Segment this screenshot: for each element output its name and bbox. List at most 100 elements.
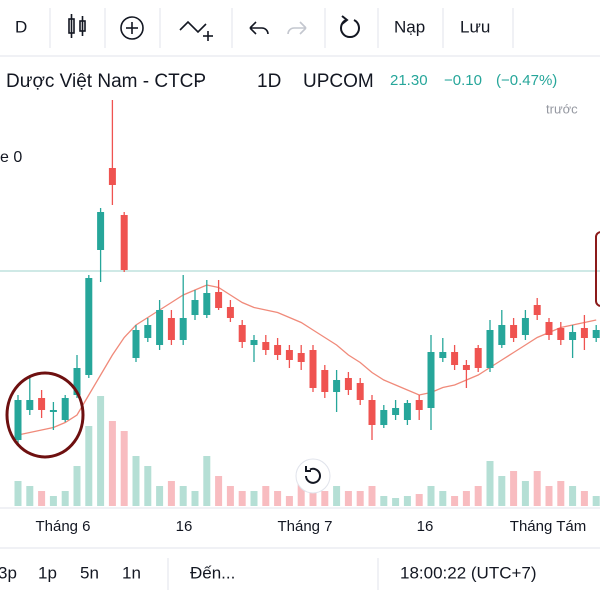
candle-body bbox=[321, 370, 329, 392]
header-interval: 1D bbox=[257, 71, 281, 92]
volume-bar bbox=[262, 486, 270, 506]
volume-bar bbox=[285, 496, 293, 506]
candle-body bbox=[356, 383, 364, 400]
undo-icon[interactable] bbox=[249, 21, 269, 35]
candle-body bbox=[344, 378, 352, 390]
dot: · bbox=[196, 71, 202, 92]
bottom-bar: 3p 1p 5n 1n Đến... 18:00:22 (UTC+7) bbox=[0, 558, 537, 590]
candle-body bbox=[427, 352, 435, 408]
candle-body bbox=[486, 330, 494, 368]
candles-icon[interactable] bbox=[68, 14, 86, 38]
volume-bar bbox=[462, 491, 470, 506]
plot bbox=[14, 100, 600, 506]
candle-body bbox=[333, 380, 341, 392]
volume-bar bbox=[38, 491, 46, 506]
candle-body bbox=[167, 318, 175, 340]
volume-bar bbox=[297, 476, 305, 506]
volume-bar bbox=[380, 496, 388, 506]
range-button[interactable]: 3p bbox=[0, 563, 17, 582]
candle-body bbox=[215, 292, 223, 308]
candle-body bbox=[309, 350, 317, 388]
candle-body bbox=[439, 352, 447, 358]
candle-body bbox=[49, 410, 57, 412]
volume-bar bbox=[238, 491, 246, 506]
candle-body bbox=[226, 307, 234, 318]
volume-bar bbox=[179, 486, 187, 506]
price-info: 21.30 −0.10 (−0.47%) bbox=[390, 72, 557, 89]
candle-body bbox=[510, 325, 518, 338]
candle-body bbox=[179, 318, 187, 340]
volume-bar bbox=[368, 486, 376, 506]
candle-body bbox=[203, 293, 211, 315]
range-button[interactable]: 5n bbox=[80, 563, 99, 582]
volume-bar bbox=[26, 486, 34, 506]
volume-bar bbox=[167, 481, 175, 506]
candle-body bbox=[498, 325, 506, 345]
clock: 18:00:22 (UTC+7) bbox=[400, 563, 537, 582]
candle-body bbox=[451, 352, 459, 365]
candle-body bbox=[262, 342, 270, 350]
candle-body bbox=[415, 400, 423, 410]
volume-bar bbox=[521, 481, 529, 506]
load-button[interactable]: Nạp bbox=[394, 17, 425, 36]
candle-body bbox=[462, 365, 470, 370]
volume-bar bbox=[439, 491, 447, 506]
candle-body bbox=[569, 332, 577, 340]
volume-bar bbox=[97, 396, 105, 506]
prev-note: trước bbox=[546, 101, 578, 116]
candle-body bbox=[238, 325, 246, 342]
volume-bar bbox=[344, 491, 352, 506]
add-indicator-icon[interactable] bbox=[120, 16, 144, 40]
replay-icon[interactable] bbox=[340, 15, 360, 39]
x-label: 16 bbox=[176, 518, 193, 535]
candle-body bbox=[380, 410, 388, 425]
volume-bar bbox=[274, 491, 282, 506]
volume-bar bbox=[85, 426, 93, 506]
toolbar: D Nạp Lưu bbox=[15, 8, 514, 48]
volume-bar bbox=[533, 471, 541, 506]
reset-button[interactable] bbox=[295, 458, 331, 494]
volume-bar bbox=[108, 421, 116, 506]
volume-bar bbox=[545, 486, 553, 506]
volume-bar bbox=[226, 486, 234, 506]
price-change: −0.10 bbox=[444, 72, 482, 89]
header-exchange: UPCOM bbox=[303, 71, 374, 92]
volume-bar bbox=[132, 456, 140, 506]
candle-body bbox=[61, 398, 69, 420]
goto-button[interactable]: Đến... bbox=[190, 563, 235, 582]
candle-body bbox=[14, 400, 22, 440]
candle-body bbox=[557, 328, 565, 340]
volume-bar bbox=[14, 481, 22, 506]
candle-body bbox=[250, 340, 258, 345]
x-label: Tháng Tám bbox=[510, 518, 586, 535]
candle-body bbox=[144, 325, 152, 338]
volume-bar bbox=[580, 491, 588, 506]
candle-body bbox=[580, 328, 588, 338]
candle-body bbox=[368, 400, 376, 425]
candle-body bbox=[108, 168, 116, 185]
volume-bar bbox=[403, 496, 411, 506]
candle-body bbox=[533, 305, 541, 315]
volume-bar bbox=[203, 456, 211, 506]
candle-body bbox=[392, 408, 400, 415]
volume-bar bbox=[451, 496, 459, 506]
volume-bar bbox=[592, 496, 600, 506]
candle-body bbox=[545, 322, 553, 335]
candle-body bbox=[191, 300, 199, 315]
x-label: 16 bbox=[417, 518, 434, 535]
range-button[interactable]: 1p bbox=[38, 563, 57, 582]
save-button[interactable]: Lưu bbox=[460, 17, 490, 36]
candle-body bbox=[285, 350, 293, 360]
x-label: Tháng 6 bbox=[35, 518, 90, 535]
range-button[interactable]: 1n bbox=[122, 563, 141, 582]
interval-button[interactable]: D bbox=[15, 17, 27, 36]
redo-icon[interactable] bbox=[287, 21, 307, 35]
candle-body bbox=[120, 215, 128, 270]
candle-body bbox=[26, 400, 34, 410]
volume-bar bbox=[392, 498, 400, 506]
compare-icon[interactable] bbox=[179, 20, 213, 41]
volume-bar bbox=[333, 486, 341, 506]
moving-average bbox=[17, 284, 597, 436]
time-axis: Tháng 6 16 Tháng 7 16 Tháng Tám bbox=[35, 518, 586, 535]
price-change-pct: (−0.47%) bbox=[496, 72, 557, 89]
